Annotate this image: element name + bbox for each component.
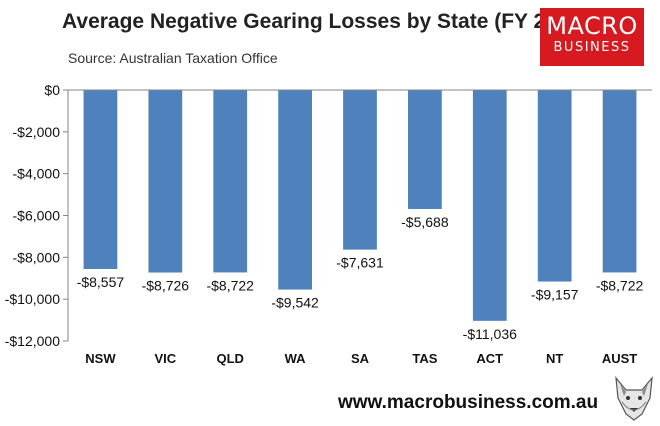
data-label: -$8,726 bbox=[142, 278, 190, 294]
y-tick-label: -$4,000 bbox=[13, 166, 61, 182]
x-tick-label: NSW bbox=[85, 351, 116, 366]
y-tick-label: -$10,000 bbox=[5, 291, 60, 307]
data-label: -$8,557 bbox=[77, 274, 125, 290]
y-tick-label: -$2,000 bbox=[13, 124, 61, 140]
bar-tas bbox=[408, 90, 442, 209]
y-tick-label: -$12,000 bbox=[5, 333, 60, 349]
bar-qld bbox=[213, 90, 248, 273]
bar-act bbox=[472, 90, 507, 321]
wolf-head-icon bbox=[615, 376, 653, 421]
bar-wa bbox=[278, 90, 312, 290]
x-tick-label: NT bbox=[546, 351, 563, 366]
chart-subtitle: Source: Australian Taxation Office bbox=[68, 50, 278, 66]
data-label: -$9,157 bbox=[531, 287, 579, 303]
logo-line-2: BUSINESS bbox=[553, 40, 631, 55]
x-tick-label: WA bbox=[285, 351, 307, 366]
y-tick-label: -$6,000 bbox=[13, 208, 61, 224]
data-label: -$8,722 bbox=[596, 277, 644, 293]
data-label: -$9,542 bbox=[271, 295, 319, 311]
x-tick-label: VIC bbox=[154, 351, 176, 366]
bar-sa bbox=[343, 90, 377, 250]
x-tick-label: AUST bbox=[602, 351, 637, 366]
bar-nsw bbox=[83, 90, 118, 269]
chart-title: Average Negative Gearing Losses by State… bbox=[62, 10, 588, 33]
footer-url: www.macrobusiness.com.au bbox=[338, 392, 599, 413]
bar-vic bbox=[148, 90, 183, 273]
data-label: -$7,631 bbox=[336, 255, 384, 271]
x-tick-label: TAS bbox=[412, 351, 437, 366]
bar-aust bbox=[602, 90, 637, 273]
x-tick-label: ACT bbox=[476, 351, 503, 366]
logo-line-1: MACRO bbox=[546, 12, 638, 40]
bar-nt bbox=[537, 90, 572, 282]
macrobusiness-logo: MACRO BUSINESS bbox=[540, 8, 644, 66]
data-label: -$8,722 bbox=[206, 277, 254, 293]
data-label: -$5,688 bbox=[401, 214, 449, 230]
y-tick-label: $0 bbox=[44, 82, 60, 98]
x-tick-label: SA bbox=[351, 351, 370, 366]
x-tick-label: QLD bbox=[216, 351, 243, 366]
data-label: -$11,036 bbox=[463, 326, 517, 342]
y-tick-label: -$8,000 bbox=[13, 249, 61, 265]
